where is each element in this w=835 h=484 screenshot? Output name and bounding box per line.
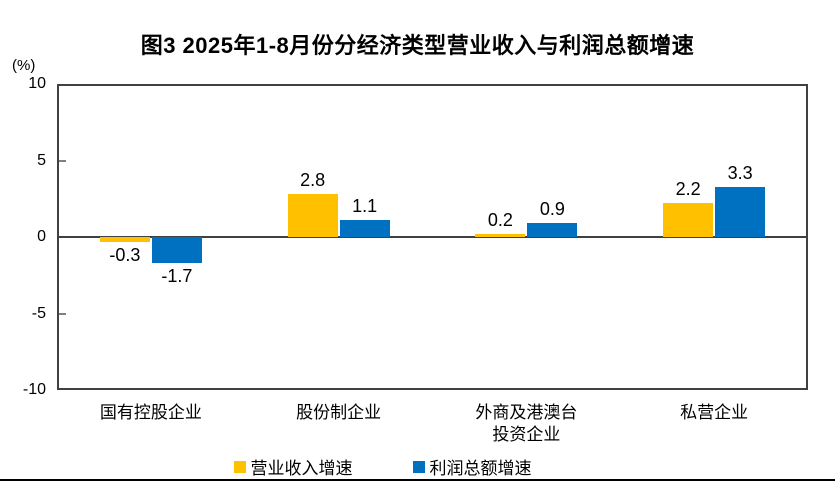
bar-value-label: 0.9 (539, 199, 565, 220)
revenue-growth-bar (663, 203, 714, 237)
chart-title: 图3 2025年1-8月份分经济类型营业收入与利润总额增速 (140, 33, 695, 58)
bar-value-label: -1.7 (161, 266, 193, 286)
legend: 营业收入增速 利润总额增速 (0, 454, 765, 479)
legend-label: 营业收入增速 (250, 459, 353, 478)
legend-label: 利润总额增速 (429, 459, 532, 478)
category-label: 股份制企业 (296, 403, 382, 422)
y-tick-label: 5 (37, 151, 46, 169)
category-label: 外商及港澳台 投资企业 (475, 403, 578, 444)
bar-value-label: 2.8 (300, 170, 326, 191)
legend-swatch (412, 460, 425, 473)
bar-value-label: -0.3 (109, 244, 141, 265)
y-tick-mark (59, 312, 66, 315)
revenue-growth-bar (475, 233, 526, 237)
bottom-border-line (0, 479, 835, 481)
profit-growth-bar (151, 237, 202, 263)
legend-swatch (233, 460, 246, 473)
zero-axis-line (57, 236, 808, 238)
y-tick-label: 0 (37, 228, 46, 245)
y-tick-label: -10 (22, 381, 46, 398)
category-label: 私营企业 (680, 403, 749, 422)
y-tick-label: -5 (31, 304, 46, 322)
profit-growth-bar (715, 186, 766, 237)
y-tick-mark (59, 159, 66, 162)
y-tick-label: 10 (28, 75, 46, 92)
bar-value-label: 0.2 (487, 209, 513, 230)
bar-value-label: 2.2 (675, 179, 701, 200)
profit-growth-bar (527, 223, 578, 237)
revenue-growth-bar (99, 237, 150, 242)
legend-item: 营业收入增速 (233, 454, 353, 479)
legend-item: 利润总额增速 (412, 454, 532, 479)
profit-growth-bar (339, 220, 390, 237)
revenue-growth-bar (287, 194, 338, 237)
bar-value-label: 3.3 (727, 162, 753, 183)
bar-value-label: 1.1 (352, 196, 378, 217)
y-axis-unit-label: (%) (12, 57, 36, 74)
category-label: 国有控股企业 (99, 403, 202, 422)
